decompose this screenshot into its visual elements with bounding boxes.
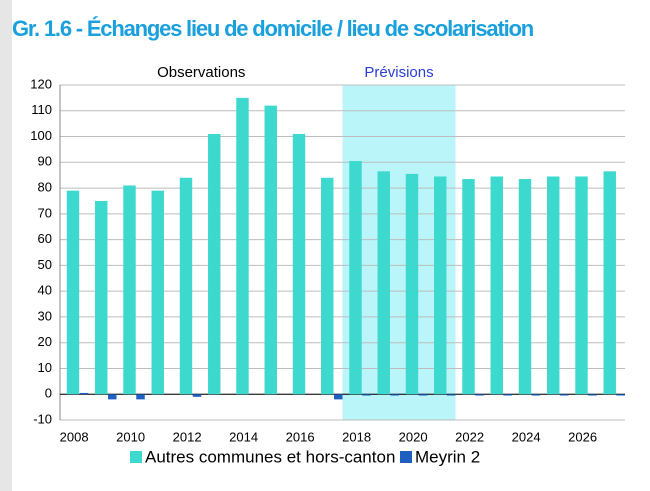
x-tick-label: 2016 xyxy=(286,429,315,444)
annotation: Observations xyxy=(157,64,245,81)
x-tick-label: 2026 xyxy=(568,429,597,444)
bar xyxy=(362,394,371,396)
bar xyxy=(151,190,164,395)
x-tick-label: 2008 xyxy=(60,429,89,444)
y-tick-label: 110 xyxy=(31,102,52,117)
bar xyxy=(79,392,89,395)
x-tick-label: 2020 xyxy=(399,429,428,444)
y-tick-label: 100 xyxy=(30,128,52,143)
y-tick-label: -10 xyxy=(33,411,52,426)
legend-label: Autres communes et hors-canton xyxy=(145,447,395,466)
x-tick-label: 2014 xyxy=(229,429,258,444)
bar xyxy=(264,105,277,395)
bar xyxy=(179,177,193,395)
y-tick-label: 70 xyxy=(38,205,52,220)
legend-label: Meyrin 2 xyxy=(415,447,480,466)
bar xyxy=(475,394,484,396)
bar xyxy=(462,179,475,395)
bar xyxy=(136,394,145,400)
y-tick-label: 40 xyxy=(38,283,52,298)
y-tick-label: 0 xyxy=(45,386,52,401)
bar xyxy=(616,394,625,396)
bar xyxy=(560,394,569,396)
x-tick-label: 2012 xyxy=(173,429,202,444)
bar xyxy=(334,394,343,400)
side-strip xyxy=(0,0,12,491)
bar xyxy=(292,133,306,395)
y-tick-label: 60 xyxy=(38,231,52,246)
bar xyxy=(66,190,80,395)
bar xyxy=(531,394,541,396)
y-tick-label: 80 xyxy=(38,180,52,195)
y-tick-label: 30 xyxy=(38,308,52,323)
x-tick-label: 2024 xyxy=(512,429,541,444)
y-tick-label: 50 xyxy=(38,257,52,272)
bar xyxy=(447,394,456,396)
bar xyxy=(377,171,390,395)
bar xyxy=(208,133,221,395)
bar xyxy=(588,394,597,396)
bar xyxy=(575,176,588,395)
bar xyxy=(108,394,117,400)
bar xyxy=(95,200,108,395)
bar xyxy=(192,394,202,397)
y-tick-label: 10 xyxy=(38,360,52,375)
chart-title: Gr. 1.6 - Échanges lieu de domicile / li… xyxy=(12,16,534,41)
bar xyxy=(123,185,136,395)
y-tick-label: 20 xyxy=(38,334,52,349)
bar xyxy=(434,176,447,395)
bar xyxy=(603,171,616,395)
bar xyxy=(518,179,532,395)
bar xyxy=(547,176,560,395)
bar xyxy=(503,394,512,396)
bar xyxy=(236,97,249,395)
x-tick-label: 2018 xyxy=(342,429,371,444)
annotation: Prévisions xyxy=(364,64,433,81)
x-tick-label: 2010 xyxy=(116,429,145,444)
y-tick-label: 90 xyxy=(38,154,52,169)
legend-swatch xyxy=(400,451,412,463)
bar xyxy=(390,394,399,396)
y-tick-label: 120 xyxy=(30,76,52,91)
x-tick-label: 2022 xyxy=(455,429,484,444)
bar xyxy=(405,173,419,395)
legend-swatch xyxy=(130,451,142,463)
bar xyxy=(418,394,428,396)
bar xyxy=(321,177,334,395)
bar xyxy=(490,176,503,395)
bar xyxy=(349,161,362,395)
